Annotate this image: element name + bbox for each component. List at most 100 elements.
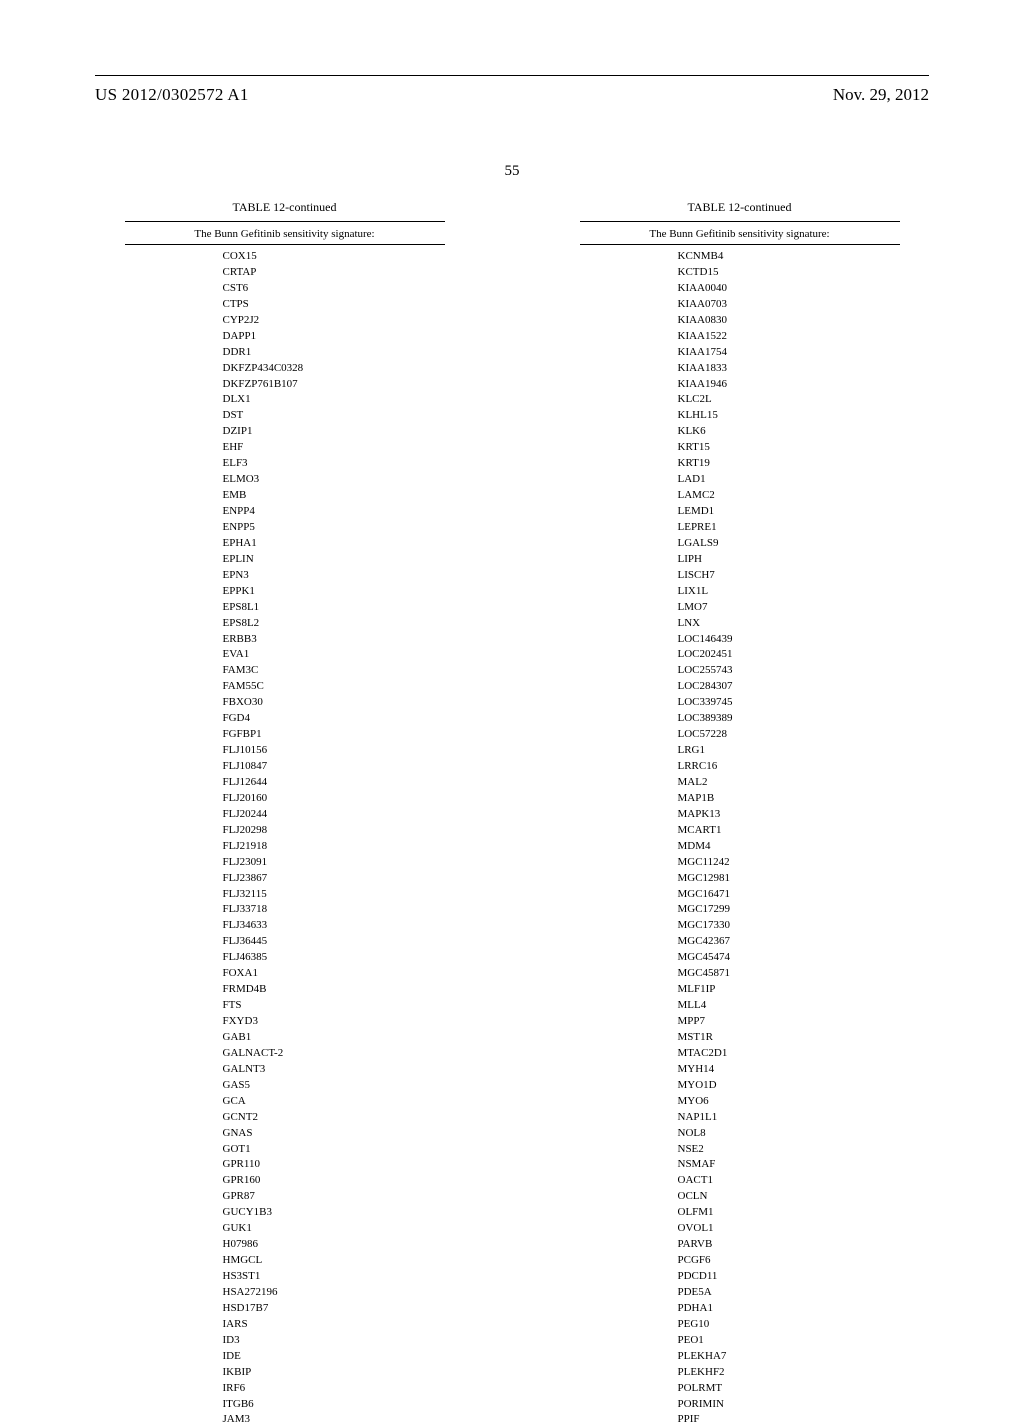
gene-item: POLRMT (678, 1381, 900, 1397)
gene-item: MDM4 (678, 839, 900, 855)
gene-item: LOC284307 (678, 679, 900, 695)
gene-item: MAL2 (678, 775, 900, 791)
gene-item: MYH14 (678, 1062, 900, 1078)
gene-item: FLJ20244 (223, 807, 445, 823)
gene-item: GCNT2 (223, 1110, 445, 1126)
gene-item: KIAA0830 (678, 313, 900, 329)
gene-item: LEMD1 (678, 504, 900, 520)
gene-item: EMB (223, 488, 445, 504)
gene-item: FTS (223, 998, 445, 1014)
gene-item: ELF3 (223, 456, 445, 472)
table-caption-left: TABLE 12-continued (125, 200, 445, 215)
gene-item: IDE (223, 1349, 445, 1365)
gene-item: FXYD3 (223, 1014, 445, 1030)
gene-item: NAP1L1 (678, 1110, 900, 1126)
gene-item: FGD4 (223, 711, 445, 727)
gene-item: MGC42367 (678, 934, 900, 950)
gene-item: PEO1 (678, 1333, 900, 1349)
gene-item: FLJ10847 (223, 759, 445, 775)
gene-item: PEG10 (678, 1317, 900, 1333)
gene-item: KIAA1833 (678, 361, 900, 377)
gene-item: PPIF (678, 1412, 900, 1428)
gene-item: OVOL1 (678, 1221, 900, 1237)
gene-item: MPP7 (678, 1014, 900, 1030)
table-rule-mid-right (580, 244, 900, 245)
gene-item: NSE2 (678, 1142, 900, 1158)
gene-item: LOC202451 (678, 647, 900, 663)
gene-item: KLHL15 (678, 408, 900, 424)
gene-item: MTAC2D1 (678, 1046, 900, 1062)
content-columns: TABLE 12-continued The Bunn Gefitinib se… (0, 200, 1024, 1428)
gene-item: KCTD15 (678, 265, 900, 281)
gene-item: DDR1 (223, 345, 445, 361)
gene-list-right: KCNMB4KCTD15KIAA0040KIAA0703KIAA0830KIAA… (580, 249, 900, 1428)
gene-item: FAM3C (223, 663, 445, 679)
gene-item: NOL8 (678, 1126, 900, 1142)
gene-item: ID3 (223, 1333, 445, 1349)
page-number: 55 (0, 163, 1024, 180)
gene-item: MGC12981 (678, 871, 900, 887)
gene-item: MYO1D (678, 1078, 900, 1094)
gene-item: OACT1 (678, 1173, 900, 1189)
gene-item: MST1R (678, 1030, 900, 1046)
gene-item: LEPRE1 (678, 520, 900, 536)
gene-item: HSA272196 (223, 1285, 445, 1301)
gene-item: DKFZP761B107 (223, 377, 445, 393)
gene-item: EPPK1 (223, 584, 445, 600)
gene-item: MGC16471 (678, 887, 900, 903)
gene-item: LRG1 (678, 743, 900, 759)
gene-item: FLJ21918 (223, 839, 445, 855)
gene-item: LGALS9 (678, 536, 900, 552)
gene-item: DKFZP434C0328 (223, 361, 445, 377)
gene-item: ERBB3 (223, 632, 445, 648)
gene-item: LAMC2 (678, 488, 900, 504)
gene-item: EPS8L2 (223, 616, 445, 632)
gene-item: EPLIN (223, 552, 445, 568)
gene-item: EVA1 (223, 647, 445, 663)
page-header: US 2012/0302572 A1 Nov. 29, 2012 (0, 0, 1024, 135)
gene-item: OLFM1 (678, 1205, 900, 1221)
gene-item: IRF6 (223, 1381, 445, 1397)
gene-item: GALNT3 (223, 1062, 445, 1078)
gene-item: LOC389389 (678, 711, 900, 727)
gene-item: GUCY1B3 (223, 1205, 445, 1221)
gene-item: KRT19 (678, 456, 900, 472)
gene-item: IARS (223, 1317, 445, 1333)
gene-item: LMO7 (678, 600, 900, 616)
gene-item: PLEKHA7 (678, 1349, 900, 1365)
left-column: TABLE 12-continued The Bunn Gefitinib se… (125, 200, 445, 1428)
gene-item: PDE5A (678, 1285, 900, 1301)
gene-item: FLJ20298 (223, 823, 445, 839)
gene-item: KLC2L (678, 392, 900, 408)
gene-item: LNX (678, 616, 900, 632)
gene-item: KIAA0703 (678, 297, 900, 313)
gene-item: KIAA1522 (678, 329, 900, 345)
gene-item: OCLN (678, 1189, 900, 1205)
table-rule-top-left (125, 221, 445, 222)
gene-item: MGC17299 (678, 902, 900, 918)
gene-item: DST (223, 408, 445, 424)
gene-item: MCART1 (678, 823, 900, 839)
gene-item: KLK6 (678, 424, 900, 440)
gene-item: LOC255743 (678, 663, 900, 679)
gene-item: MGC17330 (678, 918, 900, 934)
gene-item: PCGF6 (678, 1253, 900, 1269)
gene-item: LIPH (678, 552, 900, 568)
table-caption-right: TABLE 12-continued (580, 200, 900, 215)
gene-item: MLL4 (678, 998, 900, 1014)
gene-item: MAPK13 (678, 807, 900, 823)
gene-item: GOT1 (223, 1142, 445, 1158)
gene-item: CYP2J2 (223, 313, 445, 329)
gene-item: KIAA0040 (678, 281, 900, 297)
gene-item: FLJ20160 (223, 791, 445, 807)
gene-item: MAP1B (678, 791, 900, 807)
gene-item: KIAA1754 (678, 345, 900, 361)
table-title-right: The Bunn Gefitinib sensitivity signature… (580, 226, 900, 244)
gene-item: ENPP5 (223, 520, 445, 536)
gene-item: GPR160 (223, 1173, 445, 1189)
gene-item: ELMO3 (223, 472, 445, 488)
table-rule-top-right (580, 221, 900, 222)
gene-item: DAPP1 (223, 329, 445, 345)
gene-item: LAD1 (678, 472, 900, 488)
gene-item: EPHA1 (223, 536, 445, 552)
